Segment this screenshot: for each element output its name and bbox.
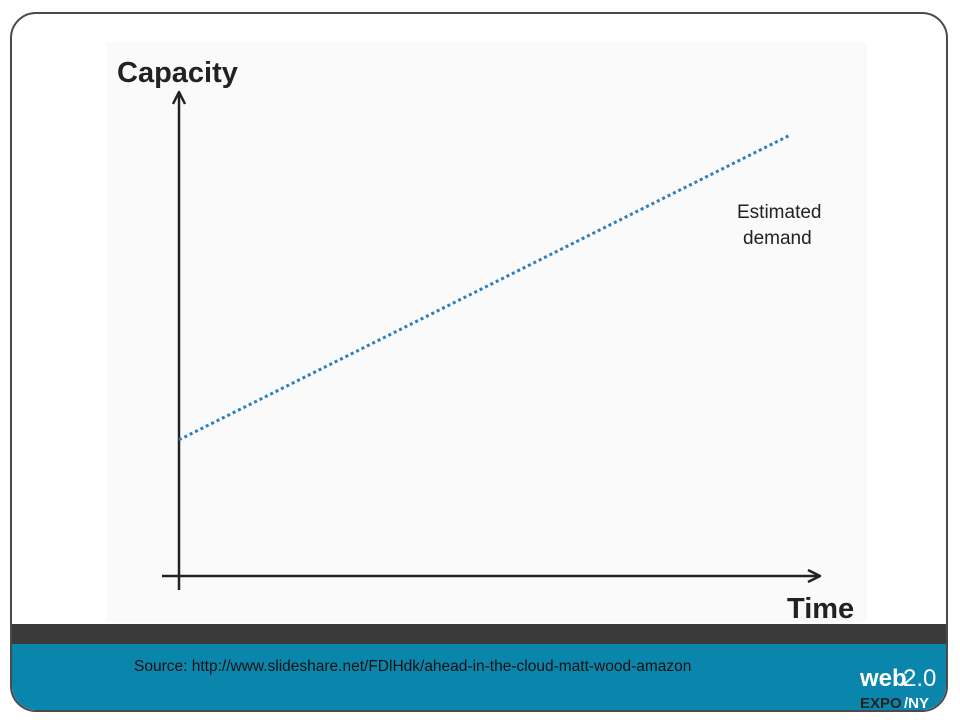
svg-text:EXPO: EXPO [860,695,902,712]
slide-frame: Capacity Time Estimated demand web 2.0 E… [10,12,948,712]
y-axis-arrowhead [171,90,187,105]
web20-expo-logo: web 2.0 EXPO /NY [860,665,936,712]
series-annotation-line1: Estimated [737,202,821,223]
footer-band [12,644,946,710]
svg-text:web: web [860,665,907,692]
series-line-estimated-demand [178,134,790,442]
x-axis-arrowhead [807,568,822,584]
footer-dark-strip [12,624,946,644]
x-axis-label: Time [787,593,854,622]
svg-text:2.0: 2.0 [903,665,936,692]
source-citation: Source: http://www.slideshare.net/FDlHdk… [134,658,692,675]
chart: Capacity Time Estimated demand [117,57,854,622]
series-annotation-line2: demand [743,228,812,249]
svg-text:/NY: /NY [904,695,929,712]
chart-area: Capacity Time Estimated demand [107,42,867,622]
y-axis-label: Capacity [117,57,238,89]
